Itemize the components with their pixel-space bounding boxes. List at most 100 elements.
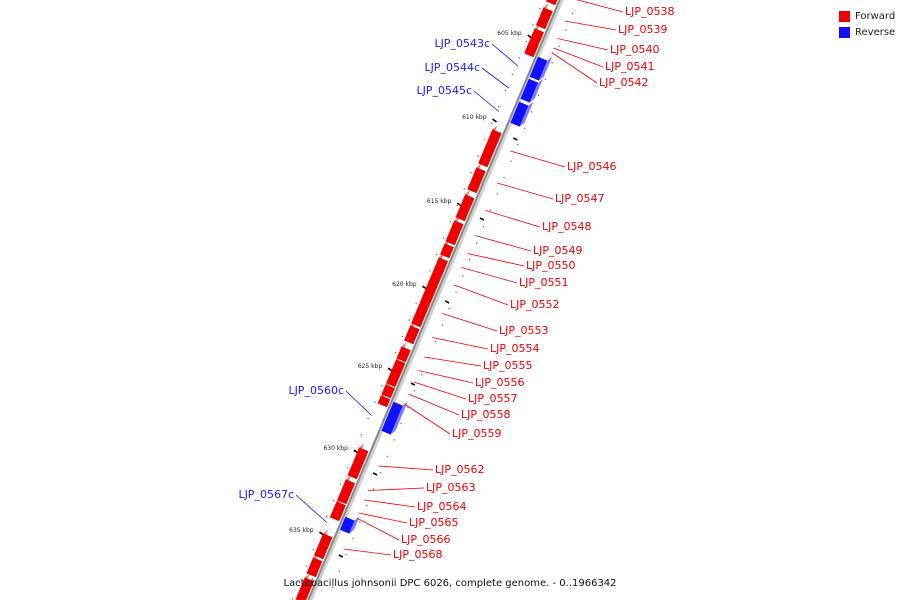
gene-box-body bbox=[524, 42, 539, 58]
gene-ljp_0546 bbox=[478, 125, 502, 168]
gene-box-bevel bbox=[390, 401, 408, 435]
gene-label[interactable]: LJP_0547 bbox=[555, 192, 605, 205]
gene-label[interactable]: LJP_0558 bbox=[461, 408, 511, 421]
minor-tick bbox=[367, 417, 369, 420]
minor-tick bbox=[482, 225, 485, 228]
minor-tick bbox=[497, 106, 500, 108]
minor-tick bbox=[332, 499, 335, 502]
gene-label[interactable]: LJP_0546 bbox=[567, 160, 617, 173]
minor-tick bbox=[435, 253, 438, 256]
gene-ljp_0566 bbox=[329, 505, 343, 522]
gene-label[interactable]: LJP_0564 bbox=[417, 500, 467, 513]
major-tick bbox=[338, 554, 344, 558]
minor-tick bbox=[291, 598, 294, 600]
gene-label[interactable]: LJP_0565 bbox=[409, 516, 459, 529]
gene-leader bbox=[557, 38, 609, 51]
gene-label[interactable]: LJP_0566 bbox=[401, 533, 451, 546]
gene-box-body bbox=[347, 447, 369, 480]
gene-box-body bbox=[314, 533, 333, 560]
gene-box-body bbox=[530, 28, 544, 44]
minor-tick bbox=[489, 209, 492, 212]
gene-leader bbox=[368, 487, 425, 491]
gene-label[interactable]: LJP_0548 bbox=[542, 220, 592, 233]
gene-label[interactable]: LJP_0560c bbox=[288, 384, 344, 397]
gene-leader bbox=[496, 182, 554, 200]
minor-tick bbox=[532, 24, 534, 26]
gene-leader bbox=[378, 465, 434, 471]
gene-ljp_0545c bbox=[510, 101, 534, 127]
major-tick bbox=[513, 137, 518, 141]
gene-label[interactable]: LJP_0549 bbox=[533, 244, 583, 257]
minor-tick bbox=[503, 176, 505, 179]
gene-box-body bbox=[422, 265, 445, 300]
minor-tick bbox=[345, 553, 348, 556]
minor-tick bbox=[338, 570, 341, 572]
gene-ljp_0540 bbox=[530, 24, 544, 44]
gene-leader bbox=[345, 390, 372, 416]
gene-label[interactable]: LJP_0541 bbox=[605, 60, 655, 73]
gene-box-body bbox=[440, 243, 454, 259]
gene-leader bbox=[454, 284, 509, 306]
backbone-shadow bbox=[308, 0, 564, 600]
minor-tick bbox=[558, 45, 560, 48]
gene-leader bbox=[364, 499, 416, 508]
gene-label[interactable]: LJP_0557 bbox=[468, 392, 518, 405]
gene-ljp_0555 bbox=[396, 342, 411, 363]
gene-ljp_0544c bbox=[520, 78, 544, 103]
minor-tick bbox=[429, 270, 431, 272]
legend-swatch-forward bbox=[839, 11, 850, 22]
minor-tick bbox=[475, 242, 478, 244]
minor-tick bbox=[455, 291, 457, 294]
minor-tick bbox=[470, 171, 472, 174]
gene-leader bbox=[551, 52, 598, 84]
gene-label[interactable]: LJP_0554 bbox=[490, 342, 540, 355]
minor-tick bbox=[360, 434, 363, 436]
tick-label: 610 kbp bbox=[462, 114, 487, 121]
gene-label[interactable]: LJP_0555 bbox=[483, 359, 533, 372]
gene-label[interactable]: LJP_0568 bbox=[393, 548, 443, 561]
gene-label[interactable]: LJP_0543c bbox=[434, 37, 490, 50]
gene-label[interactable]: LJP_0559 bbox=[452, 427, 502, 440]
gene-label[interactable]: LJP_0550 bbox=[526, 259, 576, 272]
minor-tick bbox=[483, 138, 486, 141]
minor-tick bbox=[462, 275, 464, 277]
minor-tick bbox=[352, 537, 354, 540]
gene-label[interactable]: LJP_0567c bbox=[238, 488, 294, 501]
major-tick bbox=[444, 300, 450, 304]
gene-label[interactable]: LJP_0538 bbox=[625, 5, 675, 18]
gene-label[interactable]: LJP_0540 bbox=[610, 43, 660, 56]
gene-label[interactable]: LJP_0563 bbox=[426, 481, 476, 494]
gene-ljp_0568 bbox=[314, 529, 333, 560]
gene-label[interactable]: LJP_0544c bbox=[424, 61, 480, 74]
gene-label[interactable]: LJP_0552 bbox=[510, 298, 560, 311]
minor-tick bbox=[544, 78, 547, 80]
gene-ljp_0550 bbox=[440, 239, 454, 259]
minor-tick bbox=[456, 204, 459, 207]
minor-tick bbox=[420, 373, 423, 376]
gene-label[interactable]: LJP_0562 bbox=[435, 463, 485, 476]
gene-box-body bbox=[520, 78, 539, 103]
legend: Forward Reverse bbox=[839, 9, 895, 41]
gene-label[interactable]: LJP_0551 bbox=[519, 276, 569, 289]
minor-tick bbox=[468, 258, 471, 261]
gene-label[interactable]: LJP_0542 bbox=[599, 76, 649, 89]
gene-leader bbox=[473, 90, 500, 112]
gene-leader bbox=[356, 517, 400, 541]
gene-ljp_0553 bbox=[411, 290, 433, 328]
gene-box-body bbox=[535, 7, 553, 30]
gene-leader bbox=[510, 150, 566, 168]
gene-box-body bbox=[377, 395, 391, 408]
gene-label[interactable]: LJP_0545c bbox=[416, 84, 472, 97]
major-tick bbox=[492, 118, 498, 123]
minor-tick bbox=[441, 324, 444, 326]
minor-tick bbox=[523, 127, 526, 130]
gene-ljp_0552 bbox=[422, 261, 445, 300]
minor-tick bbox=[510, 160, 512, 162]
minor-tick bbox=[449, 220, 452, 223]
gene-box bbox=[306, 553, 323, 578]
gene-label[interactable]: LJP_0553 bbox=[499, 324, 549, 337]
gene-label[interactable]: LJP_0539 bbox=[618, 23, 668, 36]
gene-leader bbox=[481, 67, 510, 89]
gene-label[interactable]: LJP_0556 bbox=[475, 376, 525, 389]
minor-tick bbox=[518, 56, 521, 59]
